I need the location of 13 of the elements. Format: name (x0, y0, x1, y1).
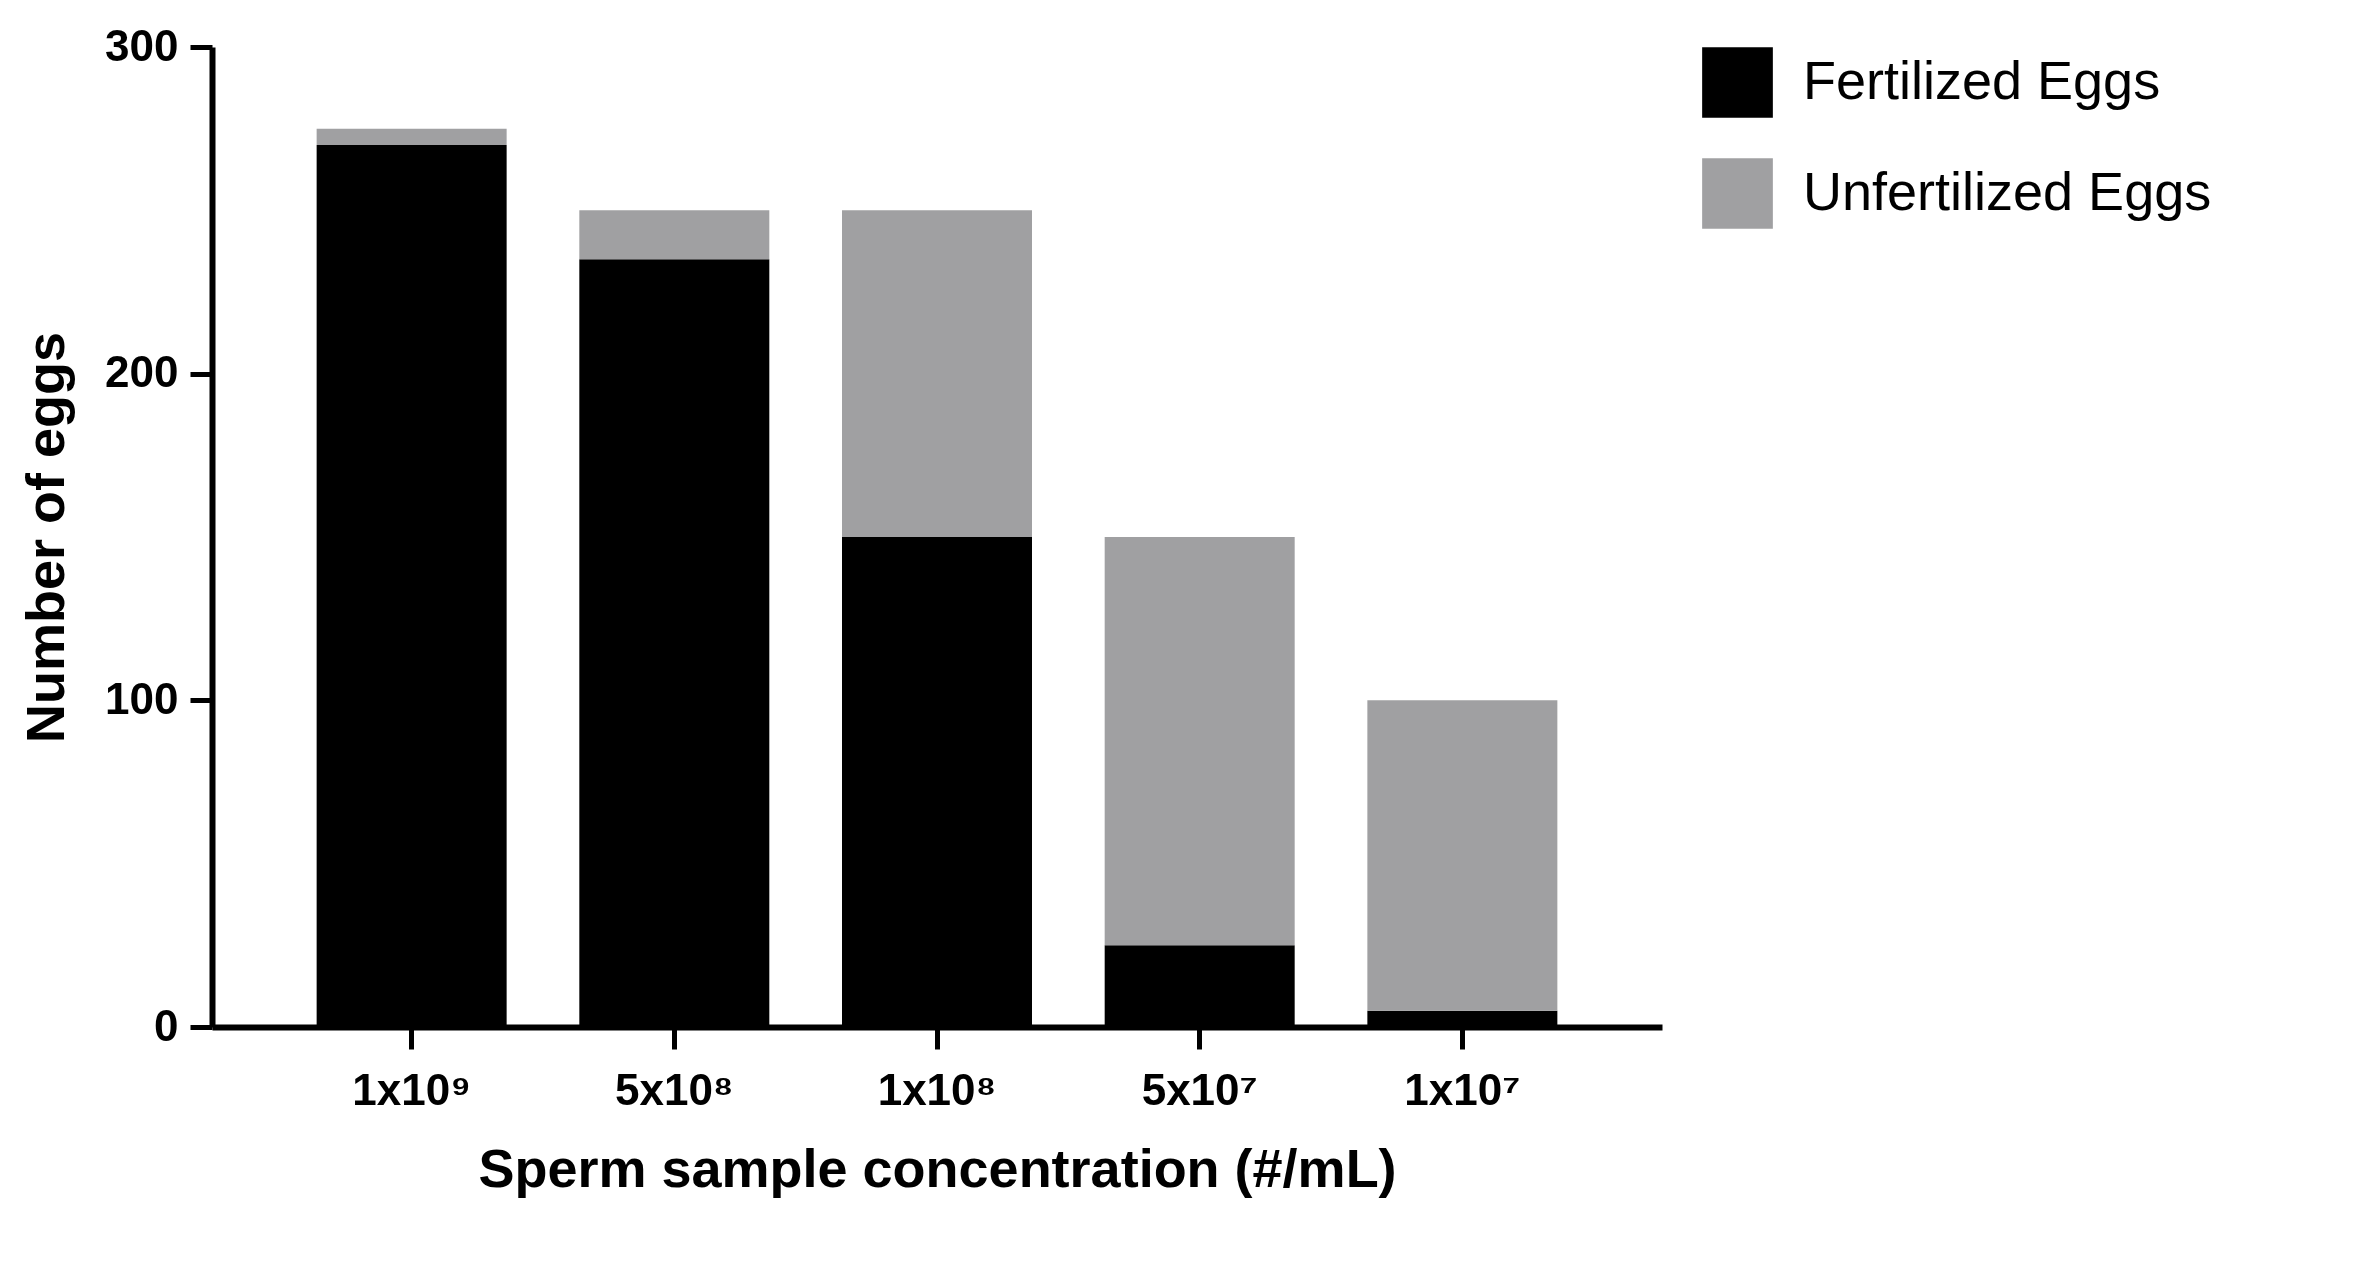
legend-label: Unfertilized Eggs (1803, 160, 2212, 221)
y-tick-label: 200 (105, 347, 179, 397)
x-tick-label: 1x10⁹ (352, 1064, 472, 1114)
x-axis-title: Sperm sample concentration (#/mL) (478, 1137, 1397, 1198)
x-tick-label: 1x10⁸ (877, 1064, 997, 1114)
y-axis-title: Number of eggs (15, 331, 76, 744)
x-tick-label: 5x10⁸ (614, 1064, 734, 1114)
y-tick-label: 0 (154, 1000, 179, 1050)
x-tick-label: 5x10⁷ (1141, 1064, 1258, 1114)
y-tick-label: 300 (105, 20, 179, 70)
x-tick-label: 1x10⁷ (1404, 1064, 1521, 1114)
legend-label: Fertilized Eggs (1803, 49, 2161, 110)
y-tick-label: 100 (105, 673, 179, 723)
